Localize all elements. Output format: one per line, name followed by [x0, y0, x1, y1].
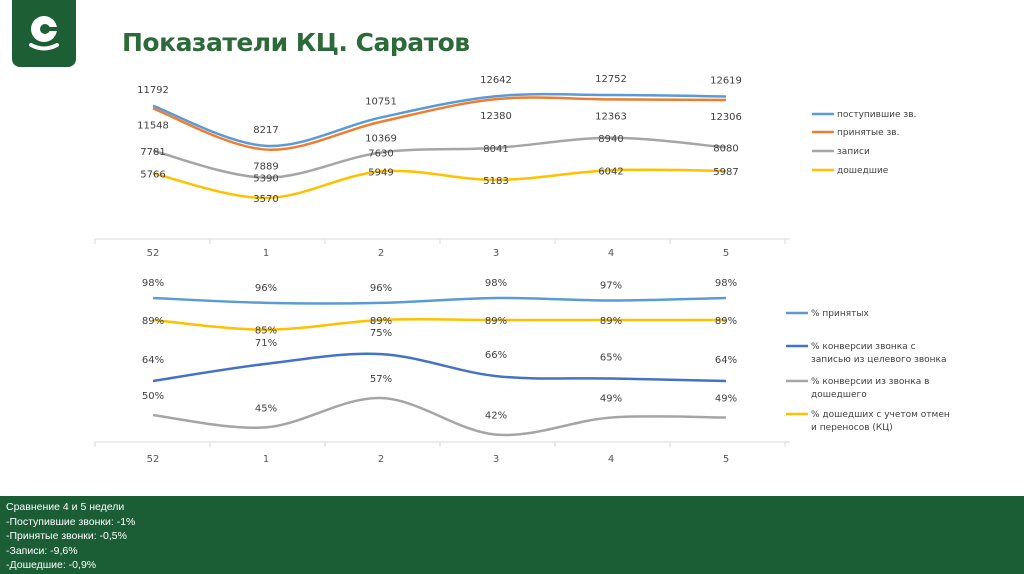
data-label: 97% [600, 280, 622, 291]
series-line [152, 396, 727, 437]
data-label: 66% [485, 350, 507, 361]
x-tick-label: 5 [723, 454, 729, 465]
x-tick-label: 2 [378, 248, 384, 259]
legend-label: и переносов (КЦ) [811, 423, 893, 433]
data-label: 12306 [710, 112, 742, 123]
x-tick-label: 2 [378, 454, 384, 465]
data-label: 42% [485, 411, 507, 422]
data-label: 75% [370, 328, 392, 339]
data-label: 96% [255, 283, 277, 294]
data-label: 8217 [253, 125, 278, 136]
data-label: 98% [142, 278, 164, 289]
data-label: 12642 [480, 75, 512, 86]
series-line [152, 92, 727, 148]
company-logo-c-icon [29, 16, 59, 51]
data-label: 89% [142, 316, 164, 327]
data-label: 64% [715, 355, 737, 366]
series-line [152, 352, 727, 383]
company-logo [12, 0, 76, 67]
legend-label: принятые зв. [837, 128, 899, 138]
legend-label: записи [837, 147, 870, 157]
data-label: 49% [600, 394, 622, 405]
footer-line: -Поступившие звонки: -1% [6, 515, 136, 528]
legend-label: дошедшие [837, 166, 889, 176]
data-label: 10369 [365, 134, 397, 145]
data-label: 12380 [480, 111, 512, 122]
data-label: 85% [255, 326, 277, 337]
footer-line: -Дошедшие: -0,9% [6, 559, 97, 571]
data-label: 8940 [598, 134, 623, 145]
legend-label: поступившие зв. [837, 110, 916, 120]
data-label: 50% [142, 391, 164, 402]
series-line [152, 168, 727, 200]
data-label: 11792 [137, 85, 169, 96]
series-line [152, 317, 726, 331]
data-label: 5183 [483, 176, 508, 187]
data-label: 5987 [713, 167, 738, 178]
legend-label: записью из целевого звонка [811, 355, 947, 365]
data-label: 8080 [713, 143, 738, 154]
data-label: 96% [370, 283, 392, 294]
data-label: 8041 [483, 144, 508, 155]
data-label: 98% [485, 278, 507, 289]
data-label: 57% [370, 374, 392, 385]
x-tick-label: 52 [147, 454, 160, 465]
data-label: 65% [600, 353, 622, 364]
data-label: 12752 [595, 74, 627, 85]
data-label: 7889 [253, 162, 278, 173]
data-label: 5390 [253, 174, 278, 185]
x-tick-label: 52 [147, 248, 160, 259]
data-label: 11548 [137, 121, 169, 132]
data-label: 7630 [368, 148, 393, 159]
data-label: 89% [485, 316, 507, 327]
legend-label: % конверсии звонка с [811, 342, 916, 352]
data-label: 71% [255, 338, 277, 349]
data-label: 49% [715, 394, 737, 405]
data-label: 7781 [140, 147, 165, 158]
data-label: 64% [142, 355, 164, 366]
data-label: 89% [370, 316, 392, 327]
data-label: 3570 [253, 194, 278, 205]
data-label: 5766 [140, 169, 165, 180]
summary-footer: Сравнение 4 и 5 недели -Поступившие звон… [0, 496, 1024, 574]
x-tick-label: 1 [263, 454, 269, 465]
x-tick-label: 3 [493, 454, 499, 465]
footer-line: Сравнение 4 и 5 недели [6, 501, 125, 513]
x-tick-label: 1 [263, 248, 269, 259]
data-label: 12619 [710, 75, 742, 86]
legend-label: дошедшего [811, 390, 867, 400]
x-tick-label: 4 [608, 454, 614, 465]
footer-line: -Принятые звонки: -0,5% [6, 530, 127, 542]
x-tick-label: 5 [723, 248, 729, 259]
x-tick-label: 4 [608, 248, 614, 259]
footer-line: -Записи: -9,6% [6, 544, 78, 557]
data-label: 89% [600, 316, 622, 327]
data-label: 6042 [598, 166, 623, 177]
data-label: 5949 [368, 167, 393, 178]
series-line [152, 296, 727, 305]
page-title: Показатели КЦ. Саратов [122, 28, 470, 57]
data-label: 98% [715, 278, 737, 289]
data-label: 89% [715, 316, 737, 327]
legend-label: % дошедших с учетом отмен [811, 410, 950, 420]
series-line [152, 96, 727, 151]
legend-label: % принятых [811, 309, 870, 319]
data-label: 10751 [365, 96, 397, 107]
data-label: 12363 [595, 111, 627, 122]
data-label: 45% [255, 403, 277, 414]
x-tick-label: 3 [493, 248, 499, 259]
legend-label: % конверсии из звонка в [811, 377, 929, 387]
series-line [152, 136, 727, 179]
